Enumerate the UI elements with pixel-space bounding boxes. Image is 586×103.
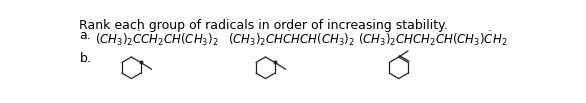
Text: ʼ: ʼ	[409, 41, 411, 50]
Text: a.: a.	[80, 29, 91, 42]
Text: b.: b.	[80, 52, 91, 65]
Text: Rank each group of radicals in order of increasing stability.: Rank each group of radicals in order of …	[80, 19, 448, 32]
Text: $(CH_3)_2CHCH_2CH(CH_3)\dot{C}H_2$: $(CH_3)_2CHCH_2CH(CH_3)\dot{C}H_2$	[359, 29, 508, 48]
Text: $(CH_3)_2\dot{C}CH_2CH(CH_3)_2$: $(CH_3)_2\dot{C}CH_2CH(CH_3)_2$	[95, 29, 219, 48]
Text: $(CH_3)_2CH\dot{C}HCH(CH_3)_2$: $(CH_3)_2CH\dot{C}HCH(CH_3)_2$	[229, 29, 355, 48]
